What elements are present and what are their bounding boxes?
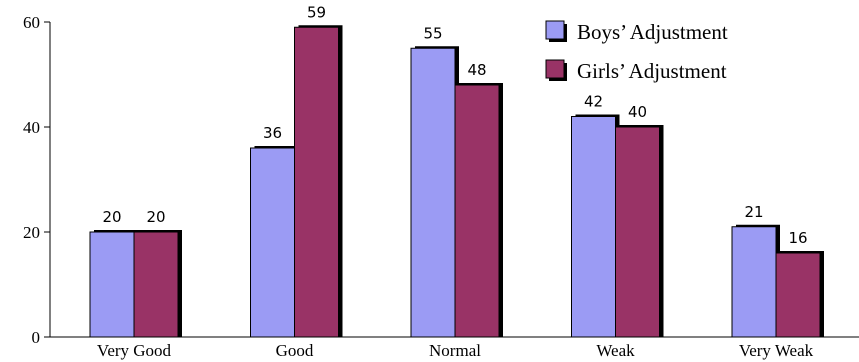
bar-data-label: 20 [102, 208, 121, 226]
bar-data-label: 40 [628, 103, 647, 121]
bar-data-label: 16 [788, 229, 807, 247]
bar-series-group: 20 20 36 59 55 48 42 40 21 16 [89, 3, 824, 338]
bar-data-label: 42 [584, 93, 603, 111]
legend-label-girls: Girls’ Adjustment [577, 59, 727, 83]
bar [571, 116, 616, 338]
bar [775, 252, 821, 338]
bar [454, 84, 500, 338]
bar [615, 126, 660, 338]
bar [89, 231, 135, 338]
y-tick-label: 60 [23, 13, 40, 32]
bar-data-label: 20 [146, 208, 165, 226]
bar-data-label: 48 [467, 61, 486, 79]
legend-swatch-girls-fill [545, 59, 565, 79]
legend-item-girls: Girls’ Adjustment [545, 59, 727, 83]
legend: Boys’ Adjustment Girls’ Adjustment [545, 20, 728, 83]
bar [731, 226, 777, 338]
bar-data-label: 21 [744, 203, 763, 221]
x-axis-labels: Very Good Good Normal Weak Very Weak [97, 341, 814, 360]
x-tick-label: Very Weak [739, 341, 814, 360]
y-tick-label: 20 [23, 223, 40, 242]
x-tick-label: Very Good [97, 341, 172, 360]
bar [294, 26, 339, 338]
x-tick-label: Weak [596, 341, 635, 360]
bar-data-label: 59 [307, 3, 326, 21]
bar-data-label: 36 [263, 124, 282, 142]
x-tick-label: Good [276, 341, 314, 360]
y-tick-label: 0 [32, 328, 41, 347]
y-axis-ticks: 0 20 40 60 [23, 13, 50, 347]
y-tick-label: 40 [23, 118, 40, 137]
x-tick-label: Normal [429, 341, 481, 360]
legend-item-boys: Boys’ Adjustment [545, 20, 728, 44]
bar [410, 47, 456, 338]
legend-swatch-boys-fill [545, 20, 565, 40]
bar-data-label: 55 [423, 24, 442, 42]
legend-label-boys: Boys’ Adjustment [577, 20, 728, 44]
bar [250, 147, 295, 338]
bar [133, 231, 179, 338]
chart-plot-area: 0 20 40 60 20 20 36 59 55 48 42 40 21 16 Very Good Go… [23, 3, 859, 360]
